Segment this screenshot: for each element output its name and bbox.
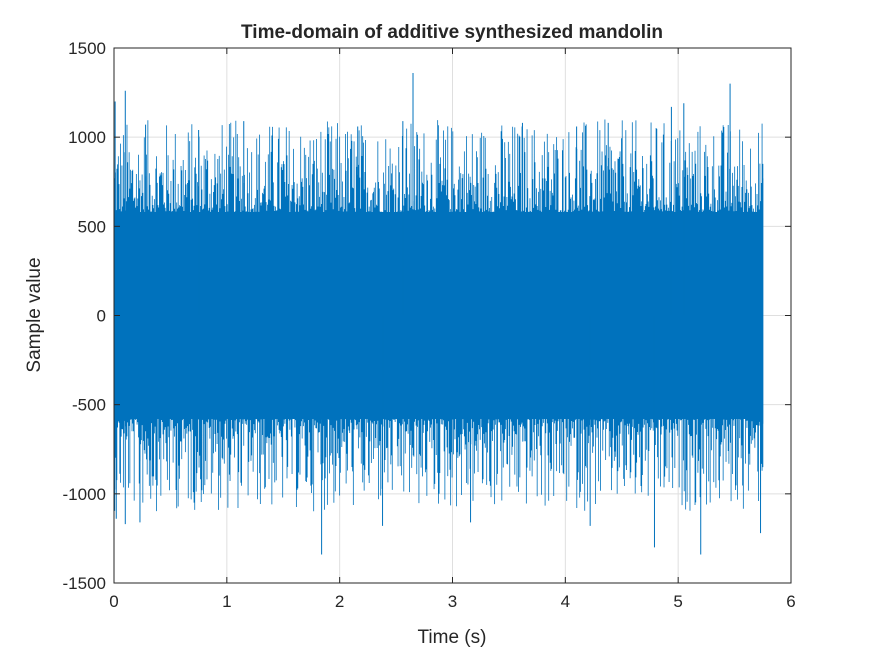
y-tick-label: 0: [97, 307, 106, 326]
tick-layer: 0 1 2 3 4 5 6 -1500 -1000 -500 0 500 1000 1500: [63, 39, 796, 611]
x-tick-label: 0: [109, 592, 118, 611]
y-tick-label: -500: [72, 396, 106, 415]
y-tick-label: -1500: [63, 574, 106, 593]
x-tick-label: 2: [335, 592, 344, 611]
y-tick-label: -1000: [63, 485, 106, 504]
y-axis-label: Sample value: [24, 257, 45, 372]
x-tick-label: 1: [222, 592, 231, 611]
x-axis-label: Time (s): [418, 627, 487, 648]
x-tick-label: 3: [448, 592, 457, 611]
y-tick-label: 1000: [68, 128, 106, 147]
x-tick-label: 6: [786, 592, 795, 611]
chart-title: Time-domain of additive synthesized mand…: [241, 22, 663, 43]
y-tick-label: 1500: [68, 39, 106, 58]
x-tick-label: 5: [673, 592, 682, 611]
series-layer: [113, 72, 764, 555]
y-tick-label: 500: [78, 217, 106, 236]
x-tick-label: 4: [561, 592, 570, 611]
